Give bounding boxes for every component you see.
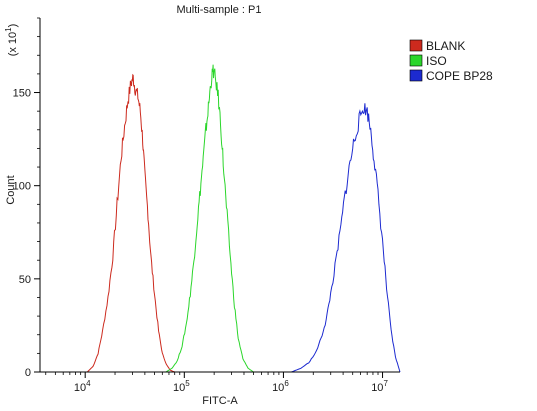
series-line-cope-bp28: [291, 103, 401, 373]
y-tick-label: 0: [25, 367, 31, 379]
x-tick-label: 105: [173, 379, 190, 394]
legend-label-cope-bp28: COPE BP28: [426, 69, 493, 83]
legend-label-blank: BLANK: [426, 39, 465, 53]
chart-title: Multi-sample : P1: [177, 4, 262, 16]
plot-area: [86, 64, 401, 373]
y-multiplier-prefix: (x 10: [7, 32, 19, 56]
x-tick-label: 107: [371, 379, 388, 394]
axes: 0 50 100 150 104 105 106 107: [13, 17, 400, 394]
x-axis-label: FITC-A: [202, 395, 238, 407]
legend-swatch-iso: [409, 54, 423, 67]
legend-swatch-cope-bp28: [409, 69, 423, 82]
x-tick-label: 106: [272, 379, 289, 394]
svg-text:(x 101): (x 101): [4, 24, 19, 57]
x-tick-label: 104: [74, 379, 91, 394]
y-axis-label: Count: [5, 175, 17, 204]
y-multiplier-label: (x 101): [4, 24, 19, 57]
y-tick-label: 150: [13, 88, 31, 100]
y-multiplier-exponent: 1: [4, 27, 13, 32]
legend-label-iso: ISO: [426, 54, 447, 68]
legend-swatch-blank: [409, 39, 423, 52]
y-tick-label: 50: [19, 274, 31, 286]
y-tick-label: 100: [13, 181, 31, 193]
y-multiplier-suffix: ): [7, 24, 19, 28]
series-line-iso: [165, 64, 254, 373]
series-line-blank: [86, 73, 175, 373]
